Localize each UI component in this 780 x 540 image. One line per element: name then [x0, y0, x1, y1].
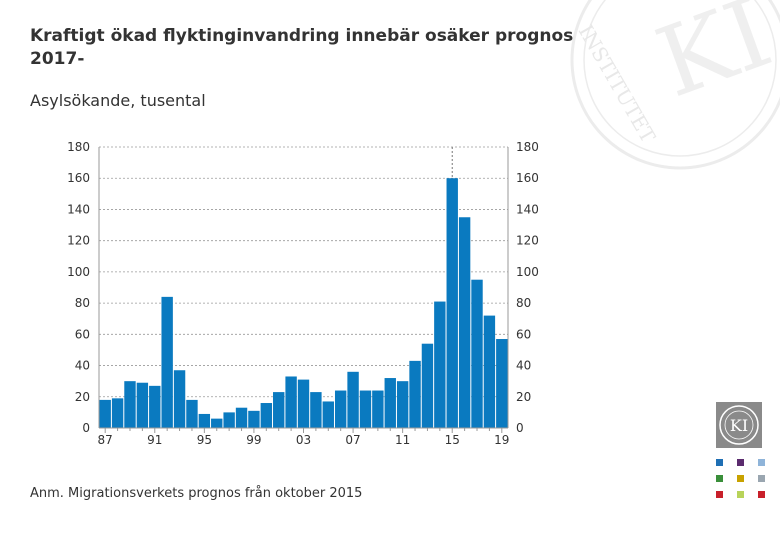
x-tick-label-11: 11 [395, 433, 410, 447]
palette-swatch [758, 475, 765, 482]
palette-swatch [716, 475, 723, 482]
x-tick-label-07: 07 [345, 433, 360, 447]
bar-02 [285, 376, 297, 428]
footnote: Anm. Migrationsverkets prognos från okto… [30, 486, 363, 501]
chart-title: Kraftigt ökad flyktinginvandring innebär… [30, 26, 574, 69]
x-tick-label-91: 91 [147, 433, 162, 447]
bar-16 [458, 217, 471, 428]
bar-11 [396, 381, 409, 428]
palette-swatch [737, 491, 744, 498]
y-tick-right-80: 80 [516, 296, 531, 310]
bar-01 [273, 392, 285, 428]
x-tick-label-95: 95 [197, 433, 212, 447]
y-tick-right-160: 160 [516, 171, 539, 185]
bar-88 [111, 398, 124, 428]
bar-05 [322, 401, 334, 428]
palette-swatch [737, 475, 744, 482]
y-tick-left-40: 40 [75, 359, 90, 373]
y-tick-left-0: 0 [82, 421, 90, 435]
bar-91 [149, 385, 161, 428]
y-tick-right-20: 20 [516, 390, 531, 404]
palette-swatch [758, 491, 765, 498]
palette-swatch [716, 491, 723, 498]
y-tick-right-40: 40 [516, 359, 531, 373]
bar-09 [372, 390, 384, 428]
bar-00 [260, 403, 273, 428]
x-tick-label-15: 15 [445, 433, 460, 447]
y-tick-right-100: 100 [516, 265, 539, 279]
ki-logo: KI [716, 402, 762, 448]
y-tick-left-160: 160 [67, 171, 90, 185]
bar-97 [223, 412, 235, 428]
x-tick-label-99: 99 [246, 433, 261, 447]
y-tick-left-180: 180 [67, 140, 90, 154]
bar-08 [359, 390, 372, 428]
bar-13 [421, 343, 434, 428]
x-tick-label-03: 03 [296, 433, 311, 447]
bar-07 [347, 371, 359, 428]
bar-06 [334, 390, 347, 428]
ki-logo-text: KI [730, 416, 748, 435]
chart-subtitle: Asylsökande, tusental [30, 91, 206, 110]
y-tick-right-120: 120 [516, 234, 539, 248]
palette-swatch [758, 459, 765, 466]
bar-17 [471, 279, 483, 428]
y-tick-left-140: 140 [67, 202, 90, 216]
y-tick-right-180: 180 [516, 140, 539, 154]
y-tick-left-100: 100 [67, 265, 90, 279]
y-tick-right-140: 140 [516, 202, 539, 216]
bar-90 [136, 382, 149, 428]
palette-swatch [737, 459, 744, 466]
bar-89 [124, 381, 136, 428]
bar-04 [310, 392, 322, 428]
y-tick-left-20: 20 [75, 390, 90, 404]
bar-19 [496, 339, 508, 428]
ki-watermark-seal: KI INSTITUTET [570, 0, 780, 170]
x-tick-label-19: 19 [494, 433, 509, 447]
y-tick-left-60: 60 [75, 327, 90, 341]
axis-layer [98, 147, 509, 433]
y-tick-left-120: 120 [67, 234, 90, 248]
y-tick-left-80: 80 [75, 296, 90, 310]
bar-03 [297, 379, 310, 428]
bar-14 [434, 301, 446, 428]
bar-99 [248, 410, 260, 428]
y-tick-right-0: 0 [516, 421, 524, 435]
bars-layer [99, 178, 508, 428]
bar-15 [446, 178, 458, 428]
x-tick-label-87: 87 [98, 433, 113, 447]
bar-87 [99, 399, 111, 428]
bar-95 [198, 413, 211, 428]
bar-96 [211, 418, 223, 428]
bar-92 [161, 296, 173, 428]
y-tick-right-60: 60 [516, 327, 531, 341]
bar-12 [409, 360, 421, 428]
bar-18 [483, 315, 496, 428]
bar-10 [384, 378, 396, 428]
bar-93 [173, 370, 186, 428]
bar-98 [235, 407, 248, 428]
labels-layer: 0 0 20 20 40 40 60 60 80 80 100 100 120 120 140 140 160 1… [67, 140, 539, 447]
palette-swatch [716, 459, 723, 466]
bar-94 [186, 399, 198, 428]
